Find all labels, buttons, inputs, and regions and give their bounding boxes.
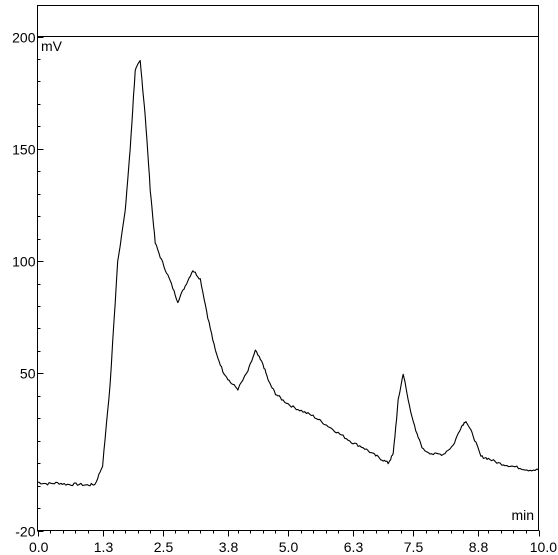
plot-frame [37, 5, 539, 531]
y-unit-label: mV [41, 38, 63, 54]
x-tick-label: 10.0 [530, 539, 557, 555]
x-tick-label: 5.0 [279, 539, 299, 555]
x-tick-label: 1.3 [94, 539, 114, 555]
x-tick-label: 8.8 [469, 539, 489, 555]
y-axis-ticks: 200 150 100 50 -20 [12, 30, 44, 540]
x-tick-label: 6.3 [344, 539, 364, 555]
y-tick-label: 150 [12, 142, 36, 158]
x-tick-label: 0.0 [29, 539, 49, 555]
y-tick-label: -20 [15, 524, 35, 540]
y-tick-label: 50 [20, 366, 36, 382]
x-axis-ticks: 0.0 1.3 2.5 3.8 5.0 6.3 7.5 8.8 10.0 [29, 530, 557, 555]
x-tick-label: 7.5 [404, 539, 424, 555]
y-tick-label: 100 [12, 254, 36, 270]
x-unit-label: min [511, 507, 534, 523]
chromatogram-trace [37, 59, 539, 487]
x-tick-label: 3.8 [219, 539, 239, 555]
y-tick-label: 200 [12, 30, 36, 46]
x-tick-label: 2.5 [154, 539, 174, 555]
